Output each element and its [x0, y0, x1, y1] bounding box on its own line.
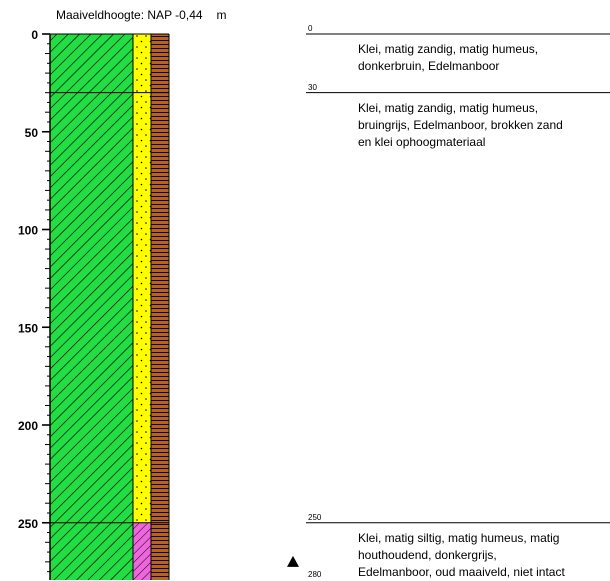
depth-tick-label: 0: [31, 28, 38, 42]
layer-organic-fill: [151, 34, 169, 93]
surface-elevation-unit: m: [216, 8, 227, 22]
layer-description: Klei, matig siltig, matig humeus, matig …: [358, 530, 565, 579]
layer-depth-label: 0: [308, 24, 313, 33]
depth-tick-label: 250: [18, 517, 38, 531]
depth-tick-label: 200: [18, 419, 38, 433]
depth-tick-label: 150: [18, 321, 38, 335]
layer-main-fill: [50, 522, 133, 580]
triangle-marker-icon: [287, 555, 299, 567]
surface-elevation-label: Maaiveldhoogte: NAP -0,44: [56, 8, 203, 22]
layer-main-fill: [50, 92, 133, 523]
layer-depth-label: 30: [308, 82, 317, 92]
layer-sub-fill: [133, 522, 151, 580]
depth-tick-label: 100: [18, 224, 38, 238]
layer-depth-label: 280: [308, 570, 322, 579]
layer-description: Klei, matig zandig, matig humeus, bruing…: [358, 100, 563, 149]
layer-sub-fill: [133, 34, 151, 93]
surface-elevation-header: Maaiveldhoogte: NAP -0,44 m: [56, 8, 227, 22]
layer-description: Klei, matig zandig, matig humeus, donker…: [358, 42, 539, 73]
layer-organic-fill: [151, 92, 169, 523]
depth-tick-label: 50: [25, 126, 39, 140]
layer-depth-label: 250: [308, 512, 322, 522]
layer-organic-fill: [151, 522, 169, 580]
layer-sub-fill: [133, 92, 151, 523]
layer-main-fill: [50, 34, 133, 93]
